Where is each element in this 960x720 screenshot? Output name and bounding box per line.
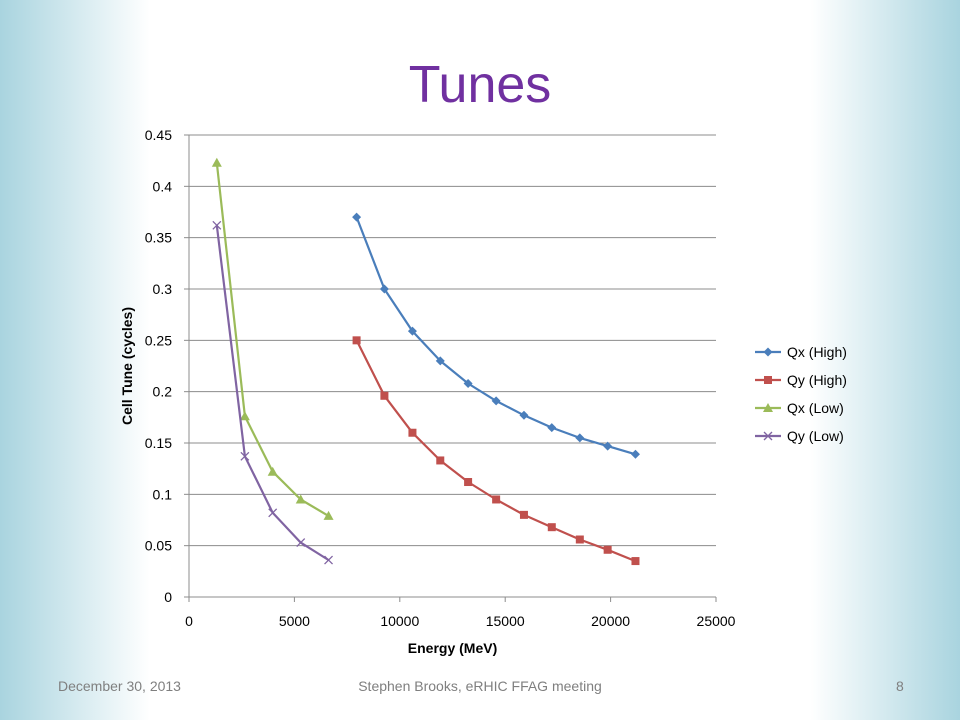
x-tick-label: 15000 bbox=[486, 613, 525, 629]
footer-presenter: Stephen Brooks, eRHIC FFAG meeting bbox=[358, 678, 602, 694]
data-point bbox=[435, 356, 445, 366]
legend-item: Qy (High) bbox=[755, 372, 847, 388]
y-tick-label: 0.3 bbox=[153, 281, 173, 297]
y-tick-label: 0.35 bbox=[145, 230, 172, 246]
data-point bbox=[407, 326, 417, 336]
y-tick-label: 0.1 bbox=[153, 486, 173, 502]
data-point bbox=[267, 466, 278, 476]
legend-label: Qx (Low) bbox=[787, 400, 844, 416]
legend-item: Qy (Low) bbox=[755, 428, 844, 444]
data-point bbox=[352, 336, 361, 345]
data-point bbox=[547, 523, 556, 532]
y-tick-label: 0.05 bbox=[145, 538, 172, 554]
y-tick-label: 0.25 bbox=[145, 332, 172, 348]
x-marker-stroke bbox=[212, 220, 222, 230]
legend-item: Qx (High) bbox=[755, 344, 847, 360]
data-point bbox=[380, 391, 389, 400]
data-point bbox=[519, 510, 528, 519]
y-tick-label: 0.45 bbox=[145, 127, 172, 143]
data-point bbox=[631, 557, 640, 566]
x-tick-label: 10000 bbox=[380, 613, 419, 629]
series-line bbox=[355, 216, 636, 456]
data-point bbox=[575, 535, 584, 544]
footer-date: December 30, 2013 bbox=[58, 678, 181, 694]
data-point bbox=[603, 441, 613, 451]
data-point bbox=[764, 376, 772, 384]
series-3 bbox=[211, 157, 334, 520]
x-marker-stroke bbox=[240, 451, 250, 461]
data-point bbox=[379, 284, 389, 294]
legend-label: Qy (Low) bbox=[787, 428, 844, 444]
x-marker-stroke bbox=[296, 538, 306, 548]
data-point bbox=[352, 212, 362, 222]
x-tick-label: 20000 bbox=[591, 613, 630, 629]
series-1 bbox=[352, 212, 640, 459]
series-4 bbox=[212, 220, 334, 565]
series-2 bbox=[352, 336, 640, 566]
data-point bbox=[603, 545, 612, 554]
y-tick-label: 0.15 bbox=[145, 435, 172, 451]
data-point bbox=[575, 433, 585, 443]
data-point bbox=[212, 220, 222, 230]
x-tick-label: 5000 bbox=[279, 613, 310, 629]
slide-title: Tunes bbox=[408, 56, 552, 114]
y-tick-label: 0 bbox=[164, 589, 172, 605]
series-line bbox=[215, 162, 330, 517]
y-tick-label: 0.2 bbox=[153, 384, 173, 400]
data-point bbox=[492, 495, 501, 504]
y-axis-title: Cell Tune (cycles) bbox=[119, 307, 135, 425]
data-point bbox=[763, 403, 773, 412]
x-marker-stroke bbox=[268, 508, 278, 518]
data-point bbox=[630, 449, 640, 459]
data-point bbox=[211, 157, 222, 167]
data-point bbox=[436, 456, 445, 465]
series-line bbox=[355, 339, 636, 563]
data-point bbox=[519, 410, 529, 420]
x-tick-label: 0 bbox=[185, 613, 193, 629]
data-point bbox=[240, 451, 250, 461]
x-tick-label: 25000 bbox=[697, 613, 736, 629]
data-point bbox=[463, 378, 473, 388]
data-point bbox=[464, 478, 473, 487]
data-point bbox=[323, 510, 334, 520]
x-axis-title: Energy (MeV) bbox=[408, 640, 497, 656]
data-point bbox=[324, 555, 334, 565]
data-point bbox=[295, 494, 306, 504]
legend-item: Qx (Low) bbox=[755, 400, 844, 416]
data-point bbox=[296, 538, 306, 548]
data-point bbox=[547, 423, 557, 433]
data-point bbox=[763, 347, 773, 357]
page-number: 8 bbox=[896, 678, 904, 694]
data-point bbox=[491, 396, 501, 406]
y-tick-label: 0.4 bbox=[153, 178, 173, 194]
data-point bbox=[763, 431, 773, 441]
data-point bbox=[268, 508, 278, 518]
x-marker-stroke bbox=[324, 555, 334, 565]
data-point bbox=[408, 428, 417, 437]
legend-label: Qy (High) bbox=[787, 372, 847, 388]
x-marker-stroke bbox=[763, 431, 773, 441]
legend-label: Qx (High) bbox=[787, 344, 847, 360]
series-line bbox=[215, 225, 330, 561]
data-point bbox=[239, 411, 250, 421]
